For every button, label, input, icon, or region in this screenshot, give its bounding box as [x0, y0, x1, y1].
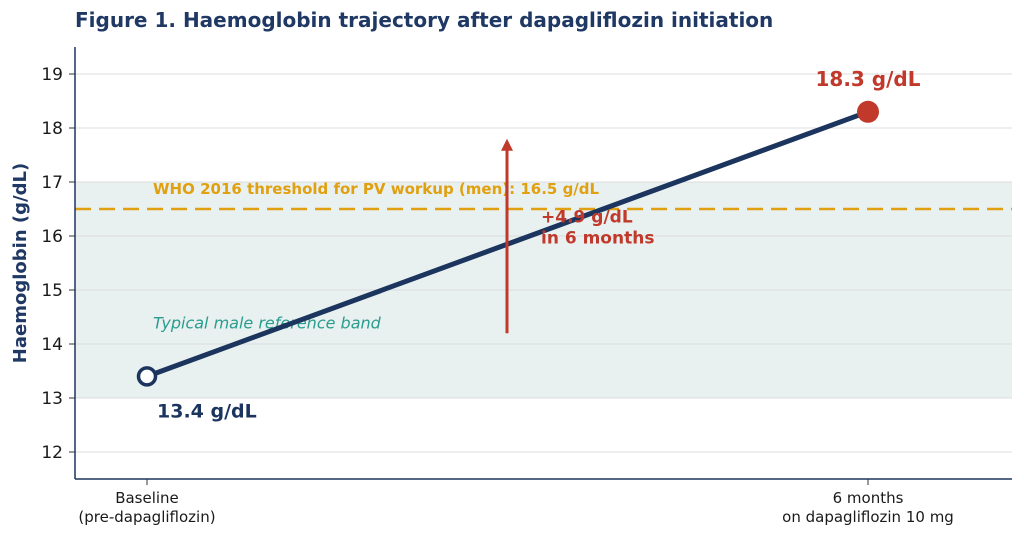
y-tick-label: 15 — [41, 281, 63, 301]
y-tick-label: 18 — [41, 119, 63, 139]
change-arrow-head — [501, 138, 513, 151]
chart-title: Figure 1. Haemoglobin trajectory after d… — [75, 8, 773, 32]
change-annotation-line: +4.9 g/dL — [541, 208, 633, 228]
y-tick-label: 13 — [41, 389, 63, 409]
followup-marker — [857, 100, 879, 123]
y-tick-label: 12 — [41, 443, 63, 463]
change-annotation-line: in 6 months — [541, 229, 654, 249]
threshold-label: WHO 2016 threshold for PV workup (men): … — [153, 180, 600, 198]
followup-value-label: 18.3 g/dL — [816, 67, 921, 91]
x-tick-label: Baseline — [115, 489, 179, 507]
y-tick-label: 17 — [41, 173, 63, 193]
x-tick-label: on dapagliflozin 10 mg — [782, 508, 954, 526]
y-axis-label: Haemoglobin (g/dL) — [10, 163, 31, 363]
x-tick-label: (pre-dapagliflozin) — [78, 508, 215, 526]
y-tick-label: 19 — [41, 65, 63, 85]
baseline-value-label: 13.4 g/dL — [157, 400, 257, 422]
baseline-marker — [136, 366, 158, 387]
y-tick-label: 14 — [41, 335, 63, 355]
x-tick-label: 6 months — [833, 489, 904, 507]
y-tick-label: 16 — [41, 227, 63, 247]
reference-band-label: Typical male reference band — [153, 313, 382, 332]
